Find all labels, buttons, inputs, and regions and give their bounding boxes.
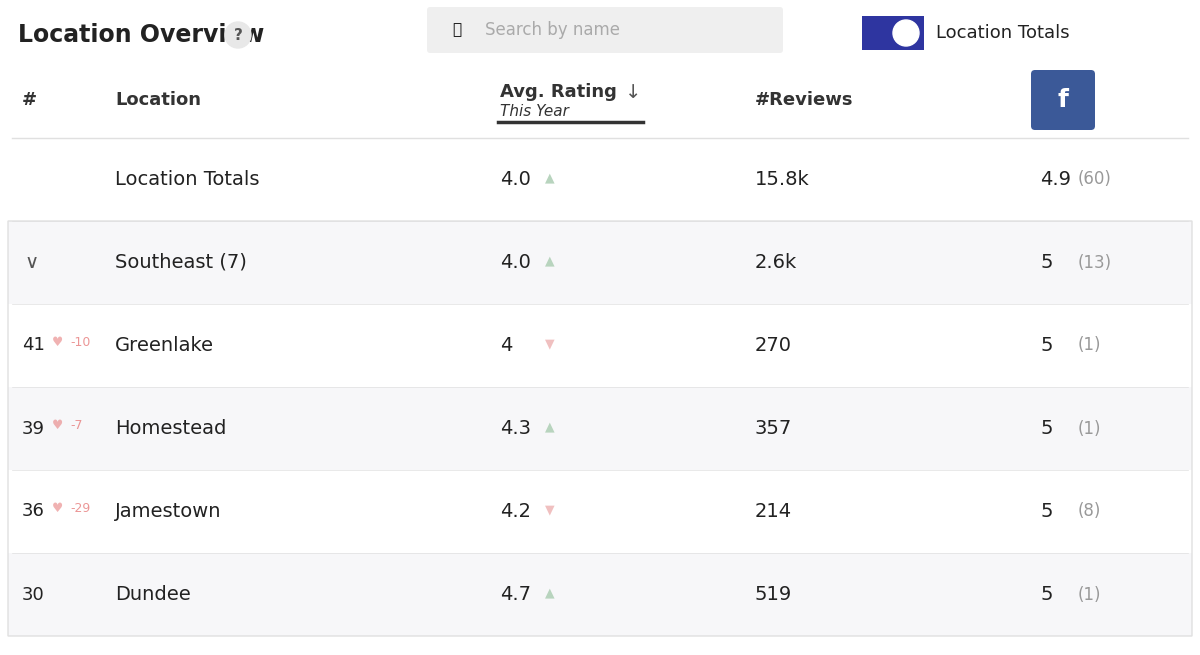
Text: 5: 5 bbox=[1040, 585, 1052, 604]
Text: 5: 5 bbox=[1040, 419, 1052, 438]
Text: 214: 214 bbox=[755, 502, 792, 521]
Text: 5: 5 bbox=[1040, 502, 1052, 521]
Text: Location Totals: Location Totals bbox=[936, 24, 1069, 42]
Text: (1): (1) bbox=[1078, 337, 1102, 354]
Text: 4.0: 4.0 bbox=[500, 253, 530, 272]
Text: 519: 519 bbox=[755, 585, 792, 604]
Text: #Reviews: #Reviews bbox=[755, 91, 853, 109]
FancyBboxPatch shape bbox=[8, 221, 1192, 304]
Text: Location Totals: Location Totals bbox=[115, 170, 259, 189]
Text: 4.7: 4.7 bbox=[500, 585, 530, 604]
FancyBboxPatch shape bbox=[8, 138, 1192, 221]
Text: Homestead: Homestead bbox=[115, 419, 227, 438]
Text: This Year: This Year bbox=[500, 105, 569, 119]
Text: ↓: ↓ bbox=[625, 83, 641, 102]
Text: 4.2: 4.2 bbox=[500, 502, 530, 521]
Text: (1): (1) bbox=[1078, 586, 1102, 603]
Text: 357: 357 bbox=[755, 419, 792, 438]
Text: Avg. Rating: Avg. Rating bbox=[500, 83, 617, 101]
Text: -10: -10 bbox=[70, 336, 90, 349]
Text: ▲: ▲ bbox=[545, 171, 554, 184]
Text: Search by name: Search by name bbox=[485, 21, 620, 39]
Text: (8): (8) bbox=[1078, 502, 1102, 521]
FancyBboxPatch shape bbox=[8, 304, 1192, 387]
Text: ▲: ▲ bbox=[545, 420, 554, 433]
Text: f: f bbox=[1057, 88, 1068, 112]
Text: (60): (60) bbox=[1078, 170, 1112, 189]
Text: ♥: ♥ bbox=[52, 502, 64, 515]
Text: Dundee: Dundee bbox=[115, 585, 191, 604]
Text: Southeast (7): Southeast (7) bbox=[115, 253, 247, 272]
FancyBboxPatch shape bbox=[862, 16, 924, 50]
FancyBboxPatch shape bbox=[1031, 70, 1096, 130]
Text: (1): (1) bbox=[1078, 419, 1102, 438]
Text: 15.8k: 15.8k bbox=[755, 170, 810, 189]
Text: 4.0: 4.0 bbox=[500, 170, 530, 189]
Text: ▼: ▼ bbox=[545, 503, 554, 516]
Text: ▼: ▼ bbox=[545, 337, 554, 350]
Text: 270: 270 bbox=[755, 336, 792, 355]
Text: -29: -29 bbox=[70, 502, 90, 515]
Text: ▲: ▲ bbox=[545, 254, 554, 267]
Text: Location: Location bbox=[115, 91, 202, 109]
Text: 39: 39 bbox=[22, 419, 46, 438]
Text: ♥: ♥ bbox=[52, 419, 64, 432]
Text: 4: 4 bbox=[500, 336, 512, 355]
Text: 30: 30 bbox=[22, 586, 44, 603]
Text: 2.6k: 2.6k bbox=[755, 253, 797, 272]
Text: #: # bbox=[22, 91, 37, 109]
Text: Greenlake: Greenlake bbox=[115, 336, 214, 355]
FancyBboxPatch shape bbox=[8, 470, 1192, 553]
Text: 4.9: 4.9 bbox=[1040, 170, 1072, 189]
Text: ∨: ∨ bbox=[24, 253, 38, 272]
Text: 36: 36 bbox=[22, 502, 44, 521]
Text: (13): (13) bbox=[1078, 253, 1112, 272]
Circle shape bbox=[893, 20, 919, 46]
Text: ?: ? bbox=[234, 28, 242, 43]
Text: 5: 5 bbox=[1040, 253, 1052, 272]
FancyBboxPatch shape bbox=[8, 387, 1192, 470]
Text: ♥: ♥ bbox=[52, 336, 64, 349]
Text: 41: 41 bbox=[22, 337, 44, 354]
Text: 5: 5 bbox=[1040, 336, 1052, 355]
Text: -7: -7 bbox=[70, 419, 83, 432]
Text: 🔍: 🔍 bbox=[452, 22, 461, 37]
Circle shape bbox=[226, 22, 251, 48]
FancyBboxPatch shape bbox=[8, 553, 1192, 636]
Text: 4.3: 4.3 bbox=[500, 419, 530, 438]
Text: Location Overview: Location Overview bbox=[18, 23, 264, 47]
Text: Jamestown: Jamestown bbox=[115, 502, 222, 521]
Text: ▲: ▲ bbox=[545, 586, 554, 599]
FancyBboxPatch shape bbox=[427, 7, 784, 53]
